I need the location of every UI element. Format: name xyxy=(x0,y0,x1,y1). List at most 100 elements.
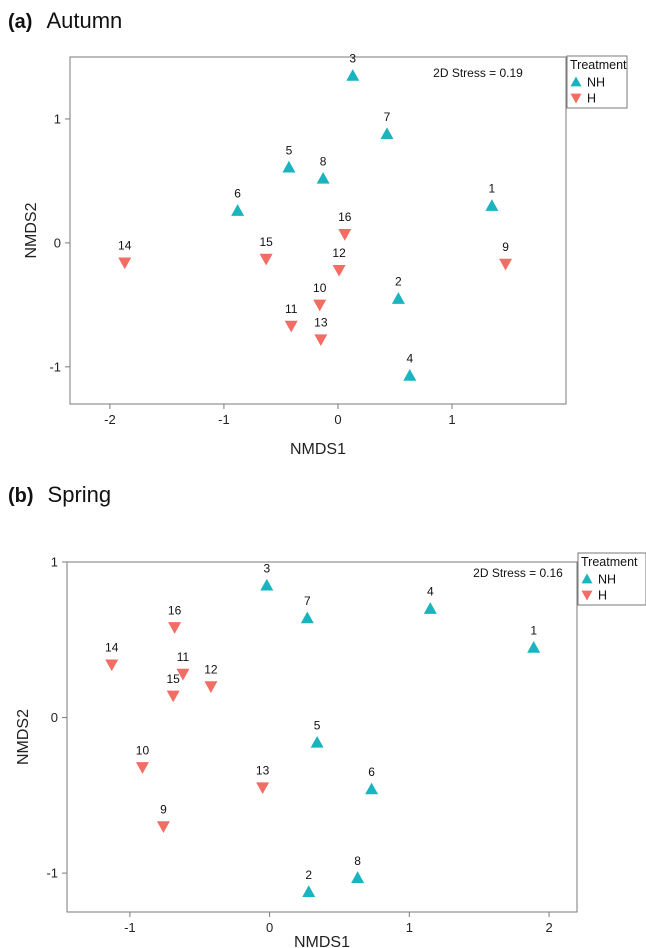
spring-point-nh-1 xyxy=(527,641,541,653)
spring-point-nh-5 xyxy=(310,735,324,748)
spring-legend-label-h: H xyxy=(598,589,607,603)
autumn-y-tick-label: 0 xyxy=(54,235,61,250)
spring-point-label-16: 16 xyxy=(168,603,182,617)
spring-x-tick-label: -1 xyxy=(124,920,136,935)
autumn-point-nh-1 xyxy=(485,199,499,211)
autumn-point-label-7: 7 xyxy=(384,110,391,124)
autumn-point-label-12: 12 xyxy=(332,246,346,260)
autumn-point-label-8: 8 xyxy=(320,154,327,168)
spring-y-tick-label: 1 xyxy=(51,555,58,570)
spring-point-label-7: 7 xyxy=(304,594,311,608)
spring-point-label-3: 3 xyxy=(263,561,270,575)
panel-spring: -1 0 1 2 -1 0 1 NMDS1 NMDS2 2D Stress = 0.16 1 2 3 4 5… xyxy=(0,474,646,948)
spring-x-axis-title: NMDS1 xyxy=(294,934,350,948)
autumn-y-tick-label: -1 xyxy=(49,359,61,374)
spring-point-label-15: 15 xyxy=(167,672,181,686)
spring-point-nh-3 xyxy=(260,578,274,591)
spring-y-tick-label: -1 xyxy=(46,866,58,881)
spring-point-h-14 xyxy=(105,659,119,672)
autumn-point-nh-6 xyxy=(231,204,245,216)
spring-point-h-16 xyxy=(168,622,182,634)
spring-y-tick-label: 0 xyxy=(51,710,58,725)
autumn-point-label-3: 3 xyxy=(349,52,356,66)
spring-point-label-14: 14 xyxy=(105,641,119,655)
autumn-point-label-13: 13 xyxy=(314,316,328,330)
autumn-point-label-11: 11 xyxy=(285,302,298,316)
spring-point-label-9: 9 xyxy=(160,802,167,816)
autumn-point-label-14: 14 xyxy=(118,239,132,253)
autumn-point-h-14 xyxy=(118,257,132,270)
autumn-point-label-2: 2 xyxy=(395,275,402,289)
spring-point-h-13 xyxy=(256,782,270,795)
autumn-point-h-11 xyxy=(284,320,298,333)
spring-legend-marker-nh xyxy=(581,573,593,584)
panel-a-tag: (a) xyxy=(8,11,33,33)
autumn-y-axis-title: NMDS2 xyxy=(23,202,40,258)
autumn-point-nh-3 xyxy=(346,69,360,81)
autumn-point-label-9: 9 xyxy=(502,240,509,254)
autumn-x-tick-label: -1 xyxy=(218,412,230,427)
autumn-point-h-9 xyxy=(499,258,513,271)
spring-point-label-8: 8 xyxy=(354,854,361,868)
spring-point-label-4: 4 xyxy=(427,585,434,599)
spring-point-h-12 xyxy=(204,681,218,693)
autumn-legend-marker-nh xyxy=(570,76,582,87)
autumn-point-nh-2 xyxy=(391,292,405,304)
spring-legend-marker-h xyxy=(581,590,593,601)
autumn-legend-label-h: H xyxy=(587,92,596,106)
spring-point-nh-6 xyxy=(365,782,379,795)
panel-autumn: -2 -1 0 1 -1 0 1 NMDS1 NMDS2 2D Stress = 0.19 1 2 3 4… xyxy=(8,8,628,458)
autumn-point-nh-4 xyxy=(403,368,417,381)
autumn-point-label-1: 1 xyxy=(489,182,496,196)
autumn-point-label-15: 15 xyxy=(259,235,273,249)
autumn-x-axis-title: NMDS1 xyxy=(290,441,346,458)
spring-point-nh-4 xyxy=(423,602,437,614)
spring-y-axis-title: NMDS2 xyxy=(15,709,32,765)
autumn-legend-marker-h xyxy=(570,93,582,104)
spring-x-tick-label: 2 xyxy=(545,920,552,935)
spring-point-label-10: 10 xyxy=(136,743,150,757)
autumn-point-label-4: 4 xyxy=(406,351,413,365)
autumn-point-label-6: 6 xyxy=(234,187,241,201)
spring-point-label-2: 2 xyxy=(305,868,312,882)
spring-legend-label-nh: NH xyxy=(598,573,616,587)
panel-a-title: Autumn xyxy=(46,8,123,33)
autumn-x-tick-label: 1 xyxy=(448,412,455,427)
autumn-point-label-10: 10 xyxy=(313,281,327,295)
spring-point-nh-8 xyxy=(351,871,365,883)
autumn-y-tick-label: 1 xyxy=(54,111,61,126)
spring-point-label-11: 11 xyxy=(177,650,190,664)
spring-point-nh-7 xyxy=(300,611,314,624)
autumn-stress-annotation: 2D Stress = 0.19 xyxy=(433,66,523,80)
spring-point-label-5: 5 xyxy=(314,718,321,732)
autumn-point-nh-8 xyxy=(316,171,330,184)
autumn-point-h-15 xyxy=(259,253,273,266)
panel-b-header: (b) Spring xyxy=(8,482,111,508)
spring-x-tick-label: 1 xyxy=(406,920,413,935)
spring-point-h-9 xyxy=(156,821,170,833)
autumn-legend-label-nh: NH xyxy=(587,76,605,90)
spring-point-nh-2 xyxy=(302,885,316,897)
autumn-legend-title: Treatment xyxy=(570,58,627,72)
spring-point-h-10 xyxy=(135,762,149,774)
panel-b-title: Spring xyxy=(47,482,112,507)
spring-point-label-12: 12 xyxy=(204,662,218,676)
autumn-point-nh-7 xyxy=(380,127,394,140)
panel-b-tag: (b) xyxy=(8,485,34,507)
spring-point-label-13: 13 xyxy=(256,764,270,778)
spring-point-h-15 xyxy=(166,690,180,703)
spring-legend-title: Treatment xyxy=(581,555,638,569)
autumn-point-label-5: 5 xyxy=(286,143,293,157)
autumn-point-label-16: 16 xyxy=(338,210,352,224)
spring-plot-frame xyxy=(66,561,578,913)
spring-x-tick-label: 0 xyxy=(266,920,273,935)
autumn-point-nh-5 xyxy=(282,160,296,173)
autumn-point-h-16 xyxy=(338,229,352,241)
spring-point-label-6: 6 xyxy=(368,765,375,779)
autumn-point-h-10 xyxy=(313,299,327,312)
panel-a-header: (a) Autumn xyxy=(8,8,122,34)
autumn-plot-frame xyxy=(69,56,567,405)
autumn-point-h-13 xyxy=(314,334,328,347)
